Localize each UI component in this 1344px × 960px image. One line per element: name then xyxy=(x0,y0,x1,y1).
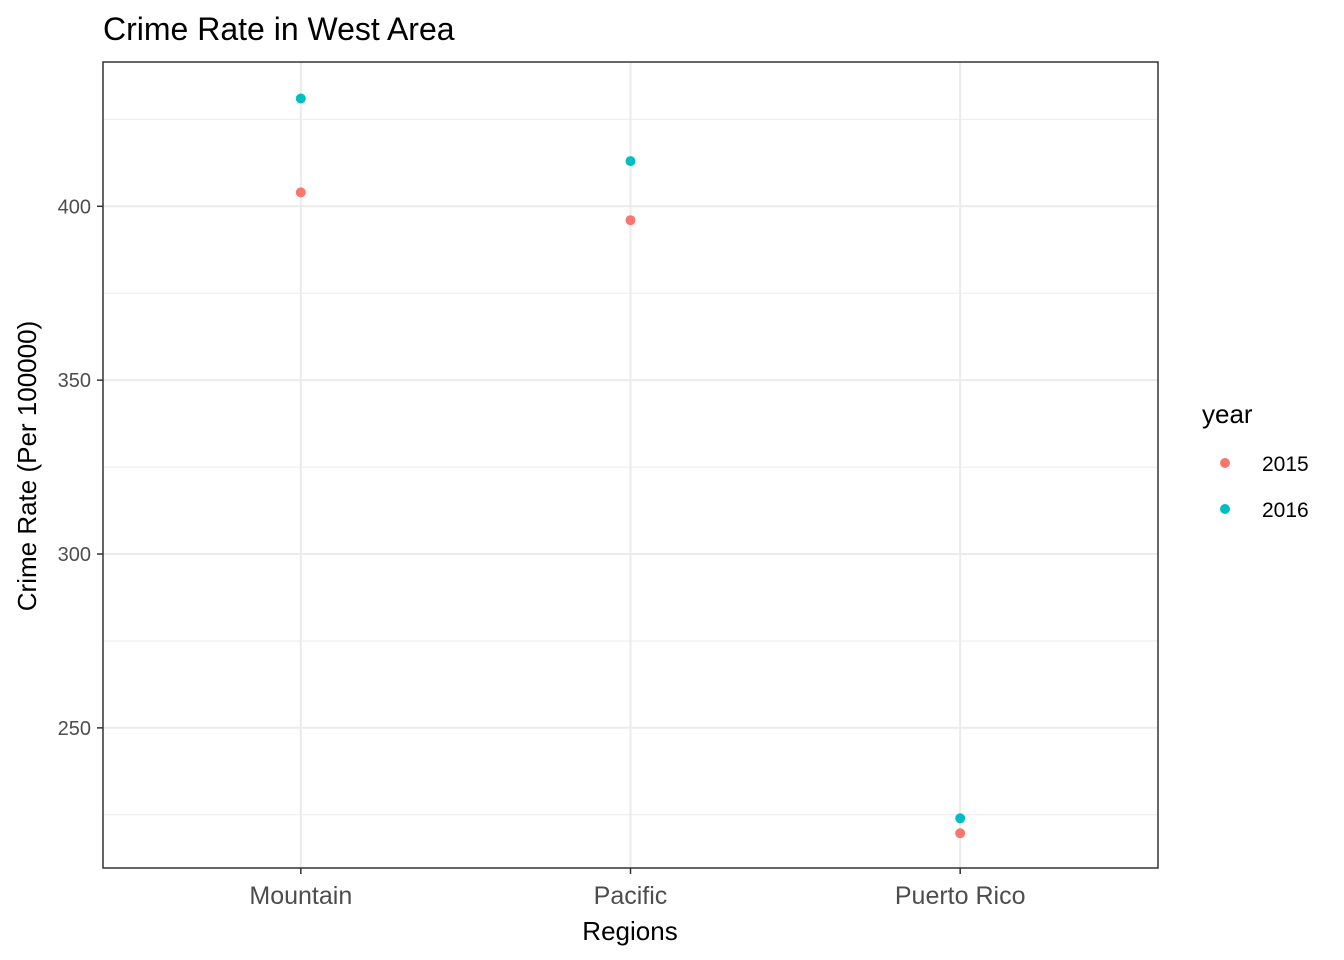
y-tick-label: 300 xyxy=(58,544,91,566)
y-tick-label: 400 xyxy=(58,196,91,218)
legend-key-2015 xyxy=(1220,458,1230,468)
legend-title: year xyxy=(1202,399,1253,429)
x-tick-label: Mountain xyxy=(249,882,352,910)
y-axis-title: Crime Rate (Per 100000) xyxy=(12,321,42,611)
legend: year 2015 2016 xyxy=(1202,399,1309,522)
grid-major xyxy=(103,62,1158,868)
legend-label-2015: 2015 xyxy=(1262,453,1309,476)
y-axis-ticks: 250 300 350 400 xyxy=(58,196,103,740)
chart-title: Crime Rate in West Area xyxy=(103,11,455,47)
legend-label-2016: 2016 xyxy=(1262,499,1309,522)
point-2016-puerto-rico xyxy=(955,813,966,824)
y-tick-label: 250 xyxy=(58,718,91,740)
legend-key-2016 xyxy=(1220,504,1230,514)
point-2016-pacific xyxy=(625,156,636,167)
y-tick-label: 350 xyxy=(58,370,91,392)
point-2016-mountain xyxy=(295,93,306,104)
point-2015-pacific xyxy=(625,215,636,226)
x-tick-label: Puerto Rico xyxy=(895,882,1026,910)
x-axis-ticks: Mountain Pacific Puerto Rico xyxy=(249,868,1026,910)
point-2015-mountain xyxy=(295,187,306,198)
x-tick-label: Pacific xyxy=(594,882,668,910)
x-axis-title: Regions xyxy=(582,916,677,946)
data-points xyxy=(295,93,966,839)
point-2015-puerto-rico xyxy=(955,828,966,839)
